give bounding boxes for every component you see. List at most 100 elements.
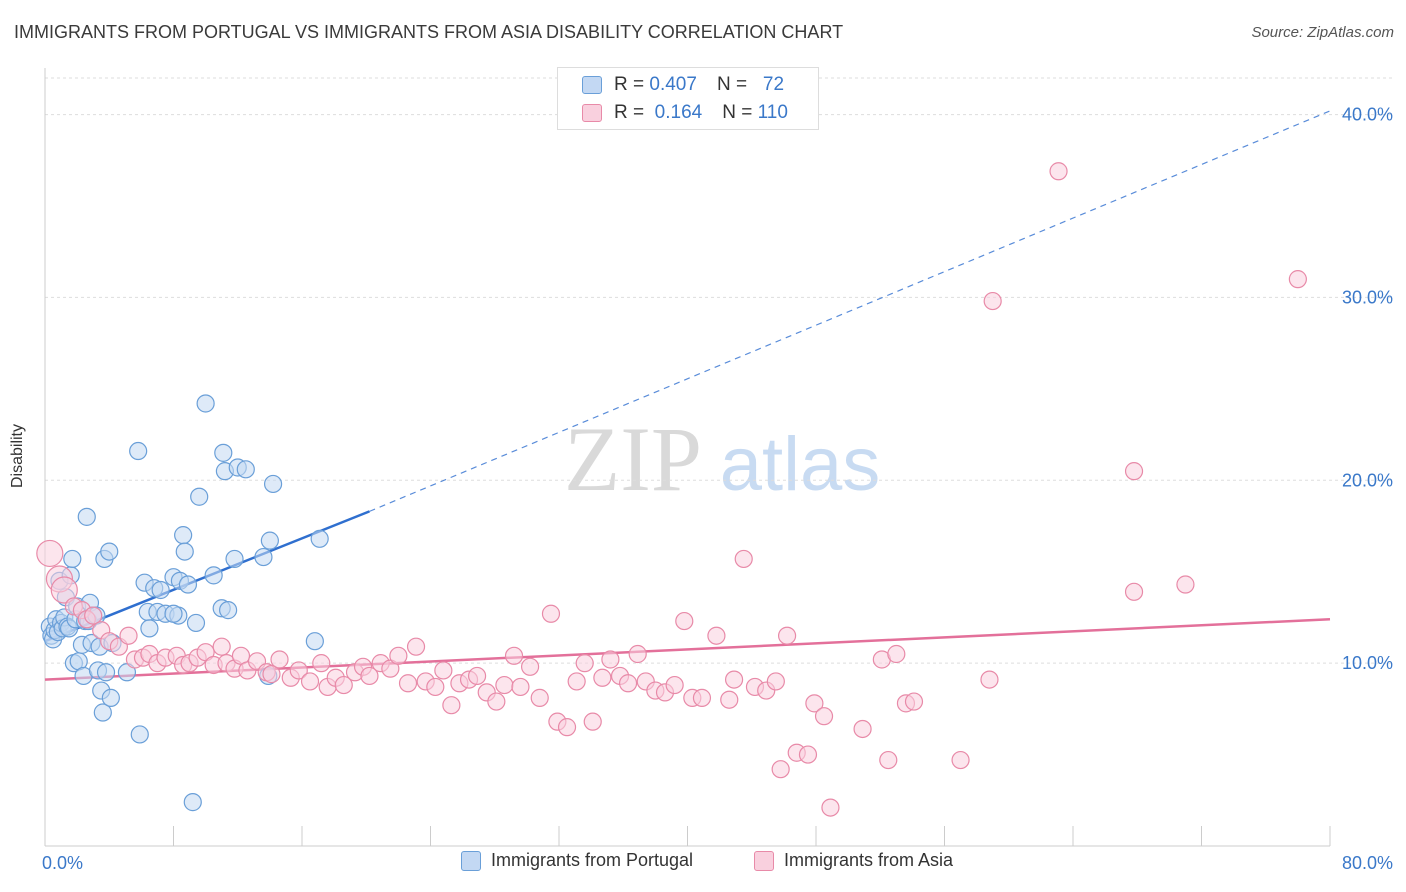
legend-swatch-asia <box>582 104 602 122</box>
point-portugal <box>190 487 209 506</box>
point-portugal <box>263 474 283 494</box>
point-asia <box>777 626 797 645</box>
point-asia <box>1288 270 1307 289</box>
point-portugal <box>214 443 233 462</box>
point-asia <box>821 798 840 817</box>
point-asia <box>530 688 549 707</box>
x-tick-label: 0.0% <box>42 853 83 873</box>
point-portugal <box>183 793 202 812</box>
point-asia <box>724 670 744 689</box>
legend-swatch-asia <box>754 850 774 871</box>
point-asia <box>771 760 790 779</box>
point-asia <box>541 604 561 623</box>
point-asia <box>495 675 514 695</box>
point-asia <box>50 576 78 604</box>
watermark-zip: ZIP <box>564 408 702 510</box>
n-value: 110 <box>757 102 788 123</box>
chart-title: IMMIGRANTS FROM PORTUGAL VS IMMIGRANTS F… <box>14 22 844 42</box>
point-asia <box>983 291 1002 311</box>
point-asia <box>805 694 824 713</box>
point-asia <box>720 690 739 709</box>
point-portugal <box>101 688 120 707</box>
point-asia <box>84 606 103 625</box>
trend-line-portugal-projection <box>369 110 1331 512</box>
point-asia <box>675 611 694 631</box>
point-asia <box>904 692 924 711</box>
point-asia <box>879 750 898 770</box>
y-tick-label: 20.0% <box>1342 470 1393 490</box>
r-value: 0.407 <box>649 74 697 95</box>
point-asia <box>951 750 970 770</box>
point-asia <box>360 666 379 686</box>
point-asia <box>628 644 647 664</box>
point-asia <box>734 549 753 569</box>
point-asia <box>381 659 400 678</box>
point-portugal <box>219 601 238 620</box>
point-portugal <box>93 703 112 722</box>
point-portugal <box>225 549 244 569</box>
point-asia <box>262 665 281 684</box>
y-tick-label: 30.0% <box>1342 287 1393 307</box>
point-portugal <box>77 507 96 526</box>
point-portugal <box>204 566 223 585</box>
point-asia <box>665 675 684 695</box>
point-portugal <box>129 441 148 461</box>
point-asia <box>814 707 834 726</box>
point-portugal <box>254 547 273 567</box>
legend-item-portugal: Immigrants from Portugal <box>461 850 693 871</box>
r-label: R = <box>614 102 645 123</box>
legend-swatch-portugal <box>461 850 481 871</box>
point-portugal <box>117 663 137 682</box>
point-asia <box>618 674 638 693</box>
point-asia <box>1049 162 1068 181</box>
point-asia <box>300 672 320 691</box>
point-portugal <box>130 725 149 744</box>
legend-swatch-portugal <box>582 76 602 94</box>
point-asia <box>406 637 426 656</box>
point-asia <box>334 675 353 695</box>
legend-label-asia: Immigrants from Asia <box>784 850 954 870</box>
point-asia <box>766 672 785 691</box>
point-portugal <box>305 632 324 651</box>
r-value: 0.164 <box>654 102 703 123</box>
point-asia <box>442 696 461 715</box>
legend-item-asia: Immigrants from Asia <box>754 850 953 871</box>
point-asia <box>593 668 612 687</box>
point-portugal <box>164 604 183 623</box>
point-asia <box>1124 462 1144 481</box>
point-portugal <box>63 549 82 569</box>
point-asia <box>1176 575 1195 594</box>
point-asia <box>511 677 530 697</box>
y-tick-label: 40.0% <box>1342 105 1393 125</box>
point-asia <box>119 626 138 645</box>
point-portugal <box>178 575 198 594</box>
point-asia <box>36 539 64 568</box>
point-asia <box>853 719 872 739</box>
legend-row-portugal: R = 0.407 N = 72 <box>582 74 784 96</box>
point-portugal <box>186 613 206 633</box>
r-label: R = <box>614 74 645 95</box>
point-portugal <box>196 394 215 413</box>
point-asia <box>434 661 453 680</box>
point-asia <box>798 745 818 764</box>
point-asia <box>270 650 289 669</box>
series-legend: Immigrants from Portugal Immigrants from… <box>0 850 1406 880</box>
point-asia <box>887 644 906 664</box>
point-asia <box>196 643 215 662</box>
point-asia <box>692 688 712 707</box>
point-portugal <box>236 460 255 479</box>
point-portugal <box>140 619 159 638</box>
legend-row-asia: R = 0.164 N = 110 <box>582 102 788 124</box>
point-asia <box>487 692 506 711</box>
y-tick-label: 10.0% <box>1342 653 1393 673</box>
n-label: N = <box>716 74 748 95</box>
legend-label-portugal: Immigrants from Portugal <box>491 850 694 870</box>
point-asia <box>312 654 331 673</box>
point-asia <box>289 661 308 680</box>
n-label: N = <box>722 102 753 123</box>
point-asia <box>1124 582 1144 601</box>
point-portugal <box>100 542 119 561</box>
point-asia <box>980 670 999 689</box>
x-tick-label: 80.0% <box>1342 853 1393 873</box>
